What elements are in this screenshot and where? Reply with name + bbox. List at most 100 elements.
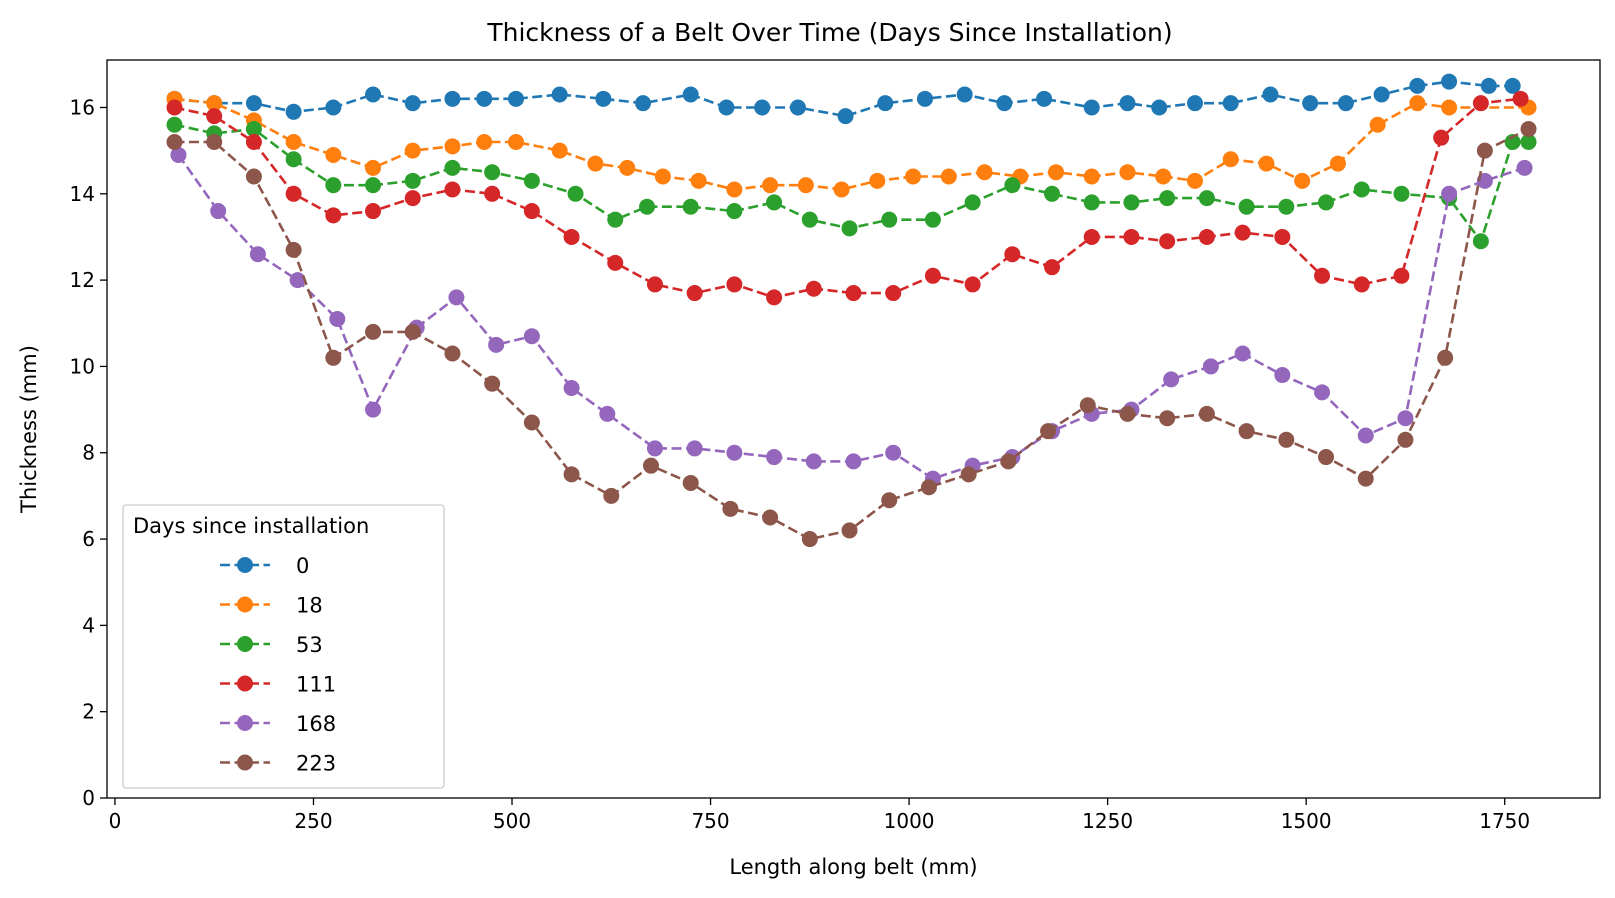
data-point xyxy=(1044,259,1061,276)
data-point xyxy=(1441,185,1458,202)
data-point xyxy=(484,185,501,202)
data-point xyxy=(682,86,699,103)
data-point xyxy=(285,151,302,168)
data-point xyxy=(1441,99,1458,116)
y-tick-label: 4 xyxy=(82,613,95,637)
data-point xyxy=(726,181,743,198)
data-point xyxy=(654,168,671,185)
data-point xyxy=(956,86,973,103)
data-point xyxy=(964,276,981,293)
x-tick-label: 250 xyxy=(294,809,332,833)
data-point xyxy=(1159,233,1176,250)
data-point xyxy=(1159,410,1176,427)
data-point xyxy=(365,203,382,220)
data-point xyxy=(996,95,1013,112)
data-point xyxy=(940,168,957,185)
data-point xyxy=(1222,95,1239,112)
data-point xyxy=(1393,267,1410,284)
data-point xyxy=(1441,73,1458,90)
data-point xyxy=(916,90,933,107)
data-point xyxy=(476,90,493,107)
data-point xyxy=(1353,276,1370,293)
data-point xyxy=(690,172,707,189)
series-line xyxy=(174,97,1521,299)
data-point xyxy=(325,177,342,194)
data-point xyxy=(686,285,703,302)
data-point xyxy=(1318,194,1335,211)
data-point xyxy=(607,254,624,271)
data-point xyxy=(766,194,783,211)
data-point xyxy=(1044,185,1061,202)
legend-label: 111 xyxy=(296,673,336,697)
data-point xyxy=(567,185,584,202)
data-point xyxy=(325,207,342,224)
data-point xyxy=(1433,129,1450,146)
data-point xyxy=(551,86,568,103)
data-point xyxy=(686,440,703,457)
data-point xyxy=(484,375,501,392)
data-point xyxy=(170,146,187,163)
data-point xyxy=(722,500,739,517)
data-point xyxy=(1198,405,1215,422)
data-point xyxy=(1302,95,1319,112)
data-point xyxy=(1516,159,1533,176)
data-point xyxy=(845,453,862,470)
data-point xyxy=(404,142,421,159)
data-point xyxy=(1155,168,1172,185)
data-point xyxy=(1119,405,1136,422)
data-point xyxy=(587,155,604,172)
data-point xyxy=(1083,99,1100,116)
x-axis-label: Length along belt (mm) xyxy=(729,855,977,879)
data-point xyxy=(206,95,223,112)
legend-item: 223 xyxy=(220,752,336,776)
legend-label: 168 xyxy=(296,712,336,736)
legend-box xyxy=(122,504,445,789)
data-point xyxy=(1314,267,1331,284)
legend-item: 168 xyxy=(220,712,336,736)
data-point xyxy=(365,86,382,103)
data-point xyxy=(365,323,382,340)
series-111 xyxy=(166,90,1529,306)
x-tick-label: 0 xyxy=(109,809,122,833)
data-point xyxy=(1163,371,1180,388)
data-point xyxy=(805,280,822,297)
data-point xyxy=(1274,367,1291,384)
data-point xyxy=(1004,246,1021,263)
legend-marker xyxy=(237,596,253,613)
data-point xyxy=(1123,194,1140,211)
data-point xyxy=(1353,181,1370,198)
y-tick-label: 6 xyxy=(82,527,95,551)
data-point xyxy=(1202,358,1219,375)
data-point xyxy=(448,289,465,306)
data-point xyxy=(1397,410,1414,427)
data-point xyxy=(845,285,862,302)
data-point xyxy=(404,172,421,189)
y-tick-label: 10 xyxy=(70,354,95,378)
data-point xyxy=(1409,77,1426,94)
legend-marker xyxy=(237,636,253,652)
legend-label: 0 xyxy=(296,554,309,578)
y-tick-label: 14 xyxy=(70,182,95,206)
data-point xyxy=(646,440,663,457)
data-point xyxy=(920,479,937,496)
data-point xyxy=(444,138,461,155)
data-point xyxy=(1504,134,1521,150)
data-point xyxy=(1083,168,1100,185)
data-point xyxy=(1369,116,1386,133)
data-point xyxy=(1329,155,1346,172)
data-point xyxy=(484,164,501,181)
data-point xyxy=(325,99,342,116)
legend-marker xyxy=(237,754,253,771)
data-point xyxy=(206,108,223,125)
data-point xyxy=(1000,453,1017,470)
data-point xyxy=(444,90,461,107)
legend-title: Days since installation xyxy=(133,514,369,538)
data-point xyxy=(1373,86,1390,103)
legend: Days since installation 0 18 53 111 168 223 xyxy=(122,504,445,789)
data-point xyxy=(841,522,858,539)
data-point xyxy=(245,121,262,138)
data-point xyxy=(285,241,302,258)
data-point xyxy=(1258,155,1275,172)
data-point xyxy=(1520,134,1537,150)
